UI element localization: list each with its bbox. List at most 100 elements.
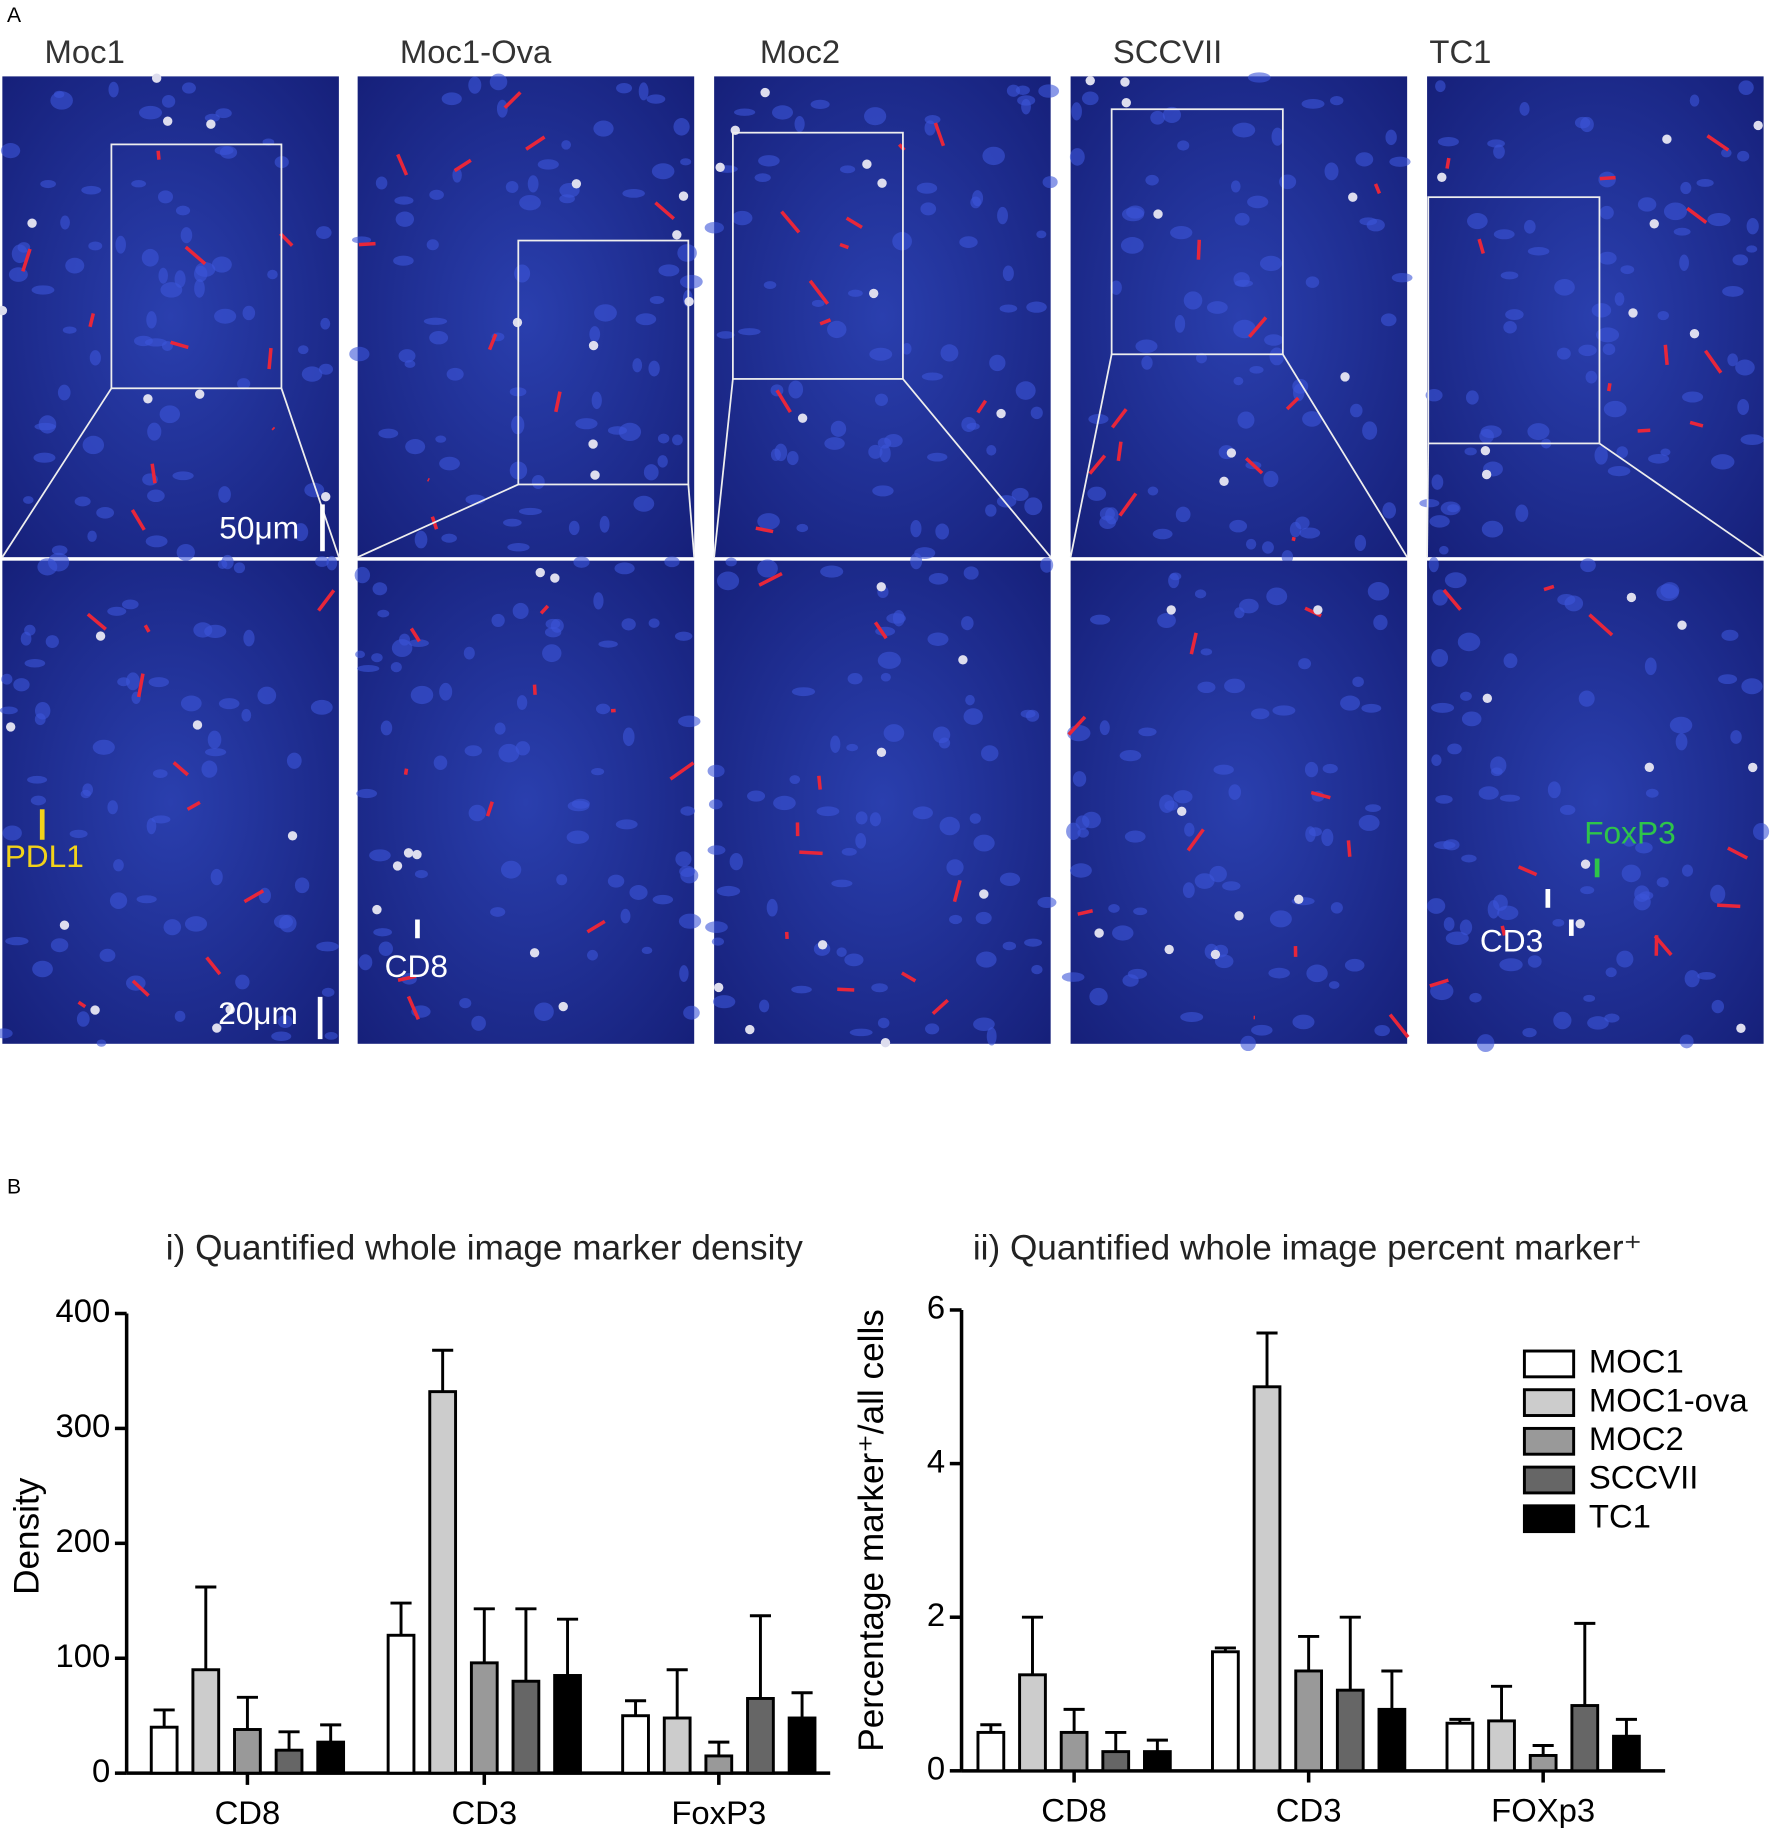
stained-cell bbox=[1628, 308, 1638, 318]
cell-nucleus bbox=[674, 631, 693, 641]
stained-cell bbox=[206, 119, 216, 129]
cell-nucleus bbox=[1367, 582, 1390, 601]
cell-nucleus bbox=[1175, 506, 1191, 523]
cell-nucleus bbox=[320, 317, 331, 330]
cell-nucleus bbox=[1292, 1014, 1315, 1030]
cell-nucleus bbox=[147, 422, 162, 441]
cell-nucleus bbox=[1150, 110, 1165, 125]
cell-nucleus bbox=[892, 610, 905, 627]
cell-nucleus bbox=[1602, 343, 1616, 356]
stained-cell bbox=[1437, 172, 1447, 182]
cell-nucleus bbox=[82, 435, 105, 455]
cell-nucleus bbox=[652, 894, 674, 905]
stained-cell bbox=[588, 439, 598, 449]
cell-nucleus bbox=[534, 1002, 554, 1021]
stained-cell bbox=[192, 720, 203, 730]
micrograph bbox=[1427, 76, 1764, 558]
legend-swatch bbox=[1522, 1465, 1576, 1495]
cell-nucleus bbox=[211, 256, 232, 273]
cell-nucleus bbox=[711, 937, 725, 946]
cell-nucleus bbox=[1439, 545, 1449, 555]
cell-nucleus bbox=[1527, 423, 1550, 440]
cell-nucleus bbox=[439, 682, 453, 701]
cell-nucleus bbox=[1180, 1012, 1204, 1023]
cell-nucleus bbox=[215, 108, 232, 119]
cell-nucleus bbox=[141, 248, 159, 267]
y-tick-label: 0 bbox=[92, 1752, 110, 1789]
cell-nucleus bbox=[1152, 528, 1173, 540]
cell-nucleus bbox=[794, 115, 805, 133]
cell-nucleus bbox=[831, 879, 853, 888]
cell-nucleus bbox=[1737, 150, 1750, 162]
cell-nucleus bbox=[1168, 573, 1180, 589]
bar bbox=[553, 1674, 582, 1775]
vessel bbox=[525, 135, 546, 151]
cell-nucleus bbox=[32, 960, 53, 978]
cell-nucleus bbox=[849, 1028, 873, 1037]
cell-nucleus bbox=[1135, 339, 1158, 354]
stained-cell bbox=[1153, 209, 1163, 219]
y-tick-label: 400 bbox=[55, 1292, 110, 1329]
cell-nucleus bbox=[1170, 226, 1193, 240]
cell-nucleus bbox=[1240, 1035, 1256, 1052]
cell-nucleus bbox=[0, 143, 21, 159]
vessel bbox=[1388, 1013, 1410, 1039]
cell-nucleus bbox=[24, 658, 46, 668]
cell-nucleus bbox=[273, 914, 293, 929]
cell-nucleus bbox=[491, 613, 505, 627]
cell-nucleus bbox=[463, 646, 475, 660]
cell-nucleus bbox=[194, 279, 205, 298]
cell-nucleus bbox=[774, 443, 788, 462]
cell-nucleus bbox=[159, 405, 181, 424]
cell-nucleus bbox=[658, 264, 680, 277]
cell-nucleus bbox=[1138, 727, 1157, 737]
cell-nucleus bbox=[869, 347, 893, 361]
vessel bbox=[1517, 865, 1538, 877]
cell-nucleus bbox=[151, 815, 171, 824]
cell-nucleus bbox=[1214, 954, 1234, 969]
cell-nucleus bbox=[315, 556, 329, 567]
y-tick-label: 4 bbox=[927, 1442, 945, 1479]
cell-nucleus bbox=[1580, 886, 1595, 895]
cell-nucleus bbox=[1281, 550, 1294, 564]
cell-nucleus bbox=[632, 358, 643, 373]
cell-nucleus bbox=[1660, 582, 1680, 599]
cell-nucleus bbox=[1515, 504, 1529, 522]
cell-nucleus bbox=[901, 342, 912, 355]
cell-nucleus bbox=[109, 892, 128, 909]
cell-nucleus bbox=[1735, 359, 1755, 376]
cell-nucleus bbox=[1681, 864, 1694, 877]
cell-nucleus bbox=[1644, 657, 1657, 676]
cell-nucleus bbox=[970, 196, 982, 209]
cell-nucleus bbox=[1431, 649, 1449, 667]
zoom-line bbox=[1, 387, 113, 558]
vessel bbox=[1248, 316, 1268, 338]
stained-cell bbox=[143, 394, 153, 404]
cell-nucleus bbox=[1174, 314, 1186, 333]
cell-nucleus bbox=[820, 565, 844, 578]
cell-nucleus bbox=[1481, 520, 1504, 538]
cell-nucleus bbox=[221, 554, 234, 570]
cell-nucleus bbox=[69, 829, 88, 839]
panel-label: A bbox=[7, 4, 22, 27]
vessel bbox=[1186, 828, 1205, 852]
cell-nucleus bbox=[1634, 885, 1650, 902]
cell-nucleus bbox=[1604, 1013, 1620, 1023]
cell-nucleus bbox=[357, 664, 380, 673]
vessel bbox=[799, 850, 823, 856]
vessel bbox=[186, 800, 201, 811]
cell-nucleus bbox=[1245, 538, 1257, 550]
stained-cell bbox=[979, 889, 989, 899]
x-tick-label: CD3 bbox=[451, 1794, 517, 1831]
cell-nucleus bbox=[542, 644, 562, 663]
cell-nucleus bbox=[1228, 784, 1242, 800]
cell-nucleus bbox=[1173, 790, 1193, 804]
vessel bbox=[819, 318, 832, 326]
cell-nucleus bbox=[515, 741, 531, 756]
cell-nucleus bbox=[405, 439, 426, 455]
vessel bbox=[1703, 349, 1723, 374]
cell-nucleus bbox=[871, 983, 888, 993]
cell-nucleus bbox=[961, 616, 974, 631]
cell-nucleus bbox=[87, 530, 97, 542]
cell-nucleus bbox=[556, 874, 568, 886]
